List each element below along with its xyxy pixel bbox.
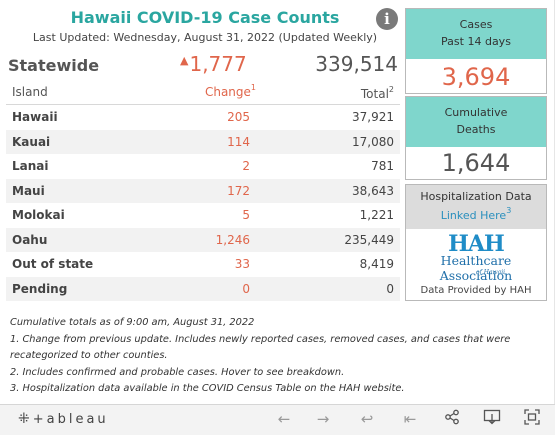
table-row[interactable]: Out of state 33 8,419: [6, 252, 400, 277]
island-change: 0: [242, 281, 250, 296]
island-total: 37,921: [352, 110, 394, 124]
hospitalization-title: Hospitalization Data: [420, 190, 532, 203]
statewide-total: 339,514: [315, 52, 398, 76]
revert-icon[interactable]: ↩: [360, 410, 374, 428]
cumulative-deaths-value: 1,644: [441, 149, 511, 177]
footnote-line: 1. Change from previous update. Includes…: [10, 333, 511, 345]
table-row[interactable]: Molokai 5 1,221: [6, 203, 400, 228]
deaths-card-title: Cumulative: [444, 106, 508, 119]
info-icon[interactable]: i: [376, 8, 398, 30]
island-change: 114: [227, 134, 250, 149]
footnote-marker: 1: [250, 83, 256, 92]
reset-icon[interactable]: ⇤: [403, 410, 417, 428]
hah-logo-name: Healthcare Association: [439, 253, 513, 283]
island-table: Island Change1 Total2 Hawaii 205 37,921 …: [6, 79, 400, 301]
hospitalization-link-label: Linked Here: [440, 209, 507, 222]
column-header-change[interactable]: Change1: [156, 83, 256, 99]
island-name: Molokai: [12, 208, 65, 222]
footnote-line: 3. Hospitalization data available in the…: [10, 383, 405, 394]
island-change: 2: [242, 159, 250, 173]
island-change: 172: [227, 183, 250, 198]
cases-card-header: Cases Past 14 days: [406, 9, 546, 59]
table-header: Island Change1 Total2: [6, 79, 400, 105]
table-row[interactable]: Hawaii 205 37,921: [6, 105, 400, 130]
island-total: 1,221: [359, 208, 394, 222]
island-change: 33: [234, 257, 250, 271]
up-arrow-icon: ▲: [180, 54, 189, 67]
column-header-total[interactable]: Total2: [286, 85, 394, 101]
hospitalization-card: Hospitalization Data Linked Here3 HAH He…: [405, 184, 547, 301]
table-row[interactable]: Pending 0 0: [6, 276, 400, 301]
table-row[interactable]: Oahu 1,246 235,449: [6, 227, 400, 252]
undo-icon[interactable]: ←: [277, 410, 291, 428]
dashboard: Hawaii COVID-19 Case Counts Last Updated…: [6, 0, 555, 404]
island-change: 1,246: [215, 232, 250, 247]
tableau-logo[interactable]: ⁜ +ableau: [18, 411, 109, 427]
statewide-change: ▲1,777: [180, 52, 247, 76]
data-provided-text: Data Provided by HAH: [420, 285, 532, 296]
footnotes: Cumulative totals as of 9:00 am, August …: [10, 315, 540, 398]
tableau-cross-icon: ⁜: [18, 411, 30, 427]
island-total: 0: [386, 281, 394, 296]
island-name: Pending: [12, 281, 68, 296]
island-total: 8,419: [359, 257, 394, 271]
island-total: 38,643: [352, 183, 394, 198]
cases-14-days-value: 3,694: [441, 63, 511, 91]
deaths-card-subtitle: Deaths: [456, 123, 496, 136]
tableau-wordmark: +ableau: [32, 412, 109, 427]
hospitalization-link[interactable]: Linked Here3: [406, 206, 546, 222]
island-total: 235,449: [344, 232, 394, 247]
deaths-card-header: Cumulative Deaths: [406, 97, 546, 147]
cases-card-subtitle: Past 14 days: [441, 35, 511, 48]
hah-logo[interactable]: HAH Healthcare Association of Hawaii: [406, 231, 546, 283]
column-header-total-label: Total: [360, 87, 389, 101]
table-row[interactable]: Lanai 2 781: [6, 154, 400, 179]
column-header-change-label: Change: [204, 85, 251, 99]
footnote-line: 2. Includes confirmed and probable cases…: [10, 366, 345, 378]
island-change: 205: [227, 110, 250, 124]
island-name: Out of state: [12, 257, 94, 271]
statewide-label: Statewide: [8, 56, 100, 75]
fullscreen-icon[interactable]: [522, 409, 542, 429]
footnote-line: Cumulative totals as of 9:00 am, August …: [10, 317, 255, 328]
column-header-island[interactable]: Island: [12, 85, 48, 99]
island-name: Oahu: [12, 232, 48, 247]
redo-icon[interactable]: →: [316, 410, 330, 428]
cases-14-days-card: Cases Past 14 days 3,694: [405, 8, 547, 94]
island-name: Lanai: [12, 159, 49, 173]
page-title: Hawaii COVID-19 Case Counts: [70, 8, 340, 27]
hospitalization-header: Hospitalization Data Linked Here3: [406, 185, 546, 229]
footnote-marker: 2: [388, 85, 394, 94]
tableau-toolbar: ⁜ +ableau ← → ↩ ⇤: [0, 404, 555, 435]
island-name: Maui: [12, 183, 45, 198]
statewide-change-value: 1,777: [189, 52, 247, 76]
cumulative-deaths-card: Cumulative Deaths 1,644: [405, 96, 547, 180]
hah-logo-sub: of Hawaii: [476, 269, 506, 276]
island-name: Kauai: [12, 134, 51, 149]
share-icon[interactable]: [442, 409, 462, 429]
hah-logo-letters: HAH: [448, 231, 505, 257]
island-change: 5: [242, 208, 250, 222]
footnote-marker: 3: [506, 206, 512, 215]
cases-card-title: Cases: [459, 18, 493, 31]
island-total: 17,080: [352, 134, 394, 149]
last-updated-text: Last Updated: Wednesday, August 31, 2022…: [32, 31, 378, 44]
island-name: Hawaii: [12, 110, 58, 124]
table-row[interactable]: Maui 172 38,643: [6, 178, 400, 203]
table-row[interactable]: Kauai 114 17,080: [6, 129, 400, 154]
island-total: 781: [371, 159, 394, 173]
download-icon[interactable]: [482, 409, 502, 429]
footnote-line: recategorized to other counties.: [10, 350, 168, 361]
